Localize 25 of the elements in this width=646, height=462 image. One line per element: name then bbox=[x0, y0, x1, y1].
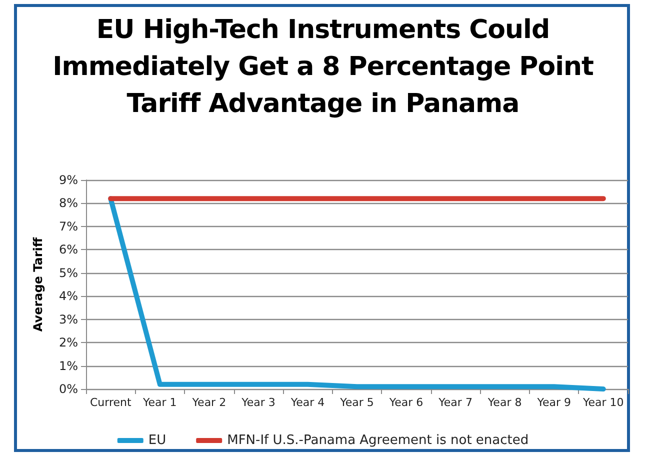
x-tick-label: Year 2 bbox=[191, 396, 226, 409]
y-tick-label: 6% bbox=[58, 242, 78, 257]
y-tick-label: 9% bbox=[58, 173, 78, 187]
x-tick-label: Year 9 bbox=[536, 396, 571, 409]
chart-title: EU High-Tech Instruments Could Immediately Get a 8 Percentage Point Tariff Advantage in Panama bbox=[52, 14, 594, 121]
x-tick-label: Year 6 bbox=[388, 396, 424, 409]
x-tick-label: Current bbox=[90, 396, 132, 409]
legend-label: EU bbox=[148, 433, 166, 448]
y-tick-label: 7% bbox=[58, 219, 78, 234]
x-tick-label: Year 8 bbox=[486, 396, 522, 409]
x-tick-label: Year 1 bbox=[142, 396, 177, 409]
x-tick-label: Year 5 bbox=[339, 396, 374, 409]
y-axis-title: Average Tariff bbox=[31, 237, 45, 332]
y-tick-label: 1% bbox=[58, 358, 78, 373]
y-tick-label: 2% bbox=[58, 336, 78, 350]
legend-label: MFN-If U.S.-Panama Agreement is not enacted bbox=[227, 433, 529, 448]
y-tick-label: 3% bbox=[58, 312, 78, 326]
y-tick-label: 8% bbox=[58, 196, 78, 210]
x-tick-label: Year 10 bbox=[582, 396, 624, 409]
y-tick-label: 0% bbox=[58, 382, 78, 396]
x-tick-label: Year 7 bbox=[438, 396, 472, 409]
x-tick-label: Year 3 bbox=[240, 396, 276, 409]
y-tick-label: 5% bbox=[58, 266, 78, 280]
x-tick-label: Year 4 bbox=[290, 396, 325, 409]
y-tick-label: 4% bbox=[58, 289, 78, 304]
